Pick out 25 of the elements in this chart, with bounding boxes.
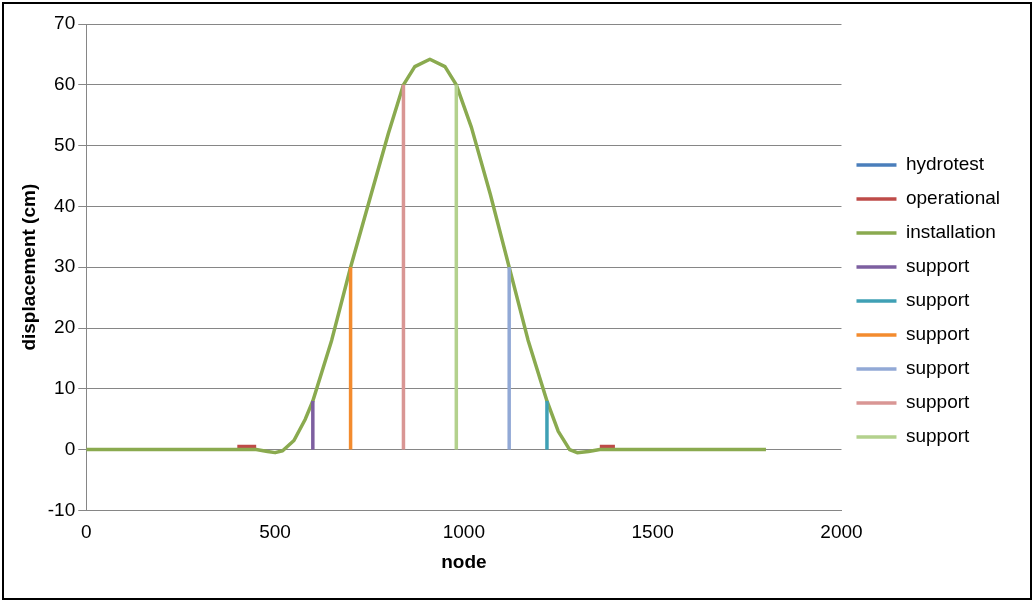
legend-label: operational [905,187,1001,209]
y-tick-label: 30 [54,255,76,277]
y-tick-label: 40 [54,194,76,216]
legend-label: support [905,255,971,277]
y-tick-label: 50 [54,133,76,155]
y-tick-label: 20 [54,316,76,338]
x-tick-label: 500 [259,521,291,543]
x-tick-label: 1000 [442,521,486,543]
x-tick-label: 1500 [631,521,674,543]
legend-label: support [905,323,971,345]
x-axis-title: node [441,550,487,572]
legend-label: support [905,391,971,413]
x-tick-label: 0 [80,521,92,543]
y-tick-label: 0 [64,437,76,459]
y-axis-title: displacement (cm) [17,183,39,351]
y-tick-label: 70 [54,12,76,34]
y-tick-label: -10 [47,498,76,520]
y-tick-label: 60 [54,73,76,95]
legend-label: installation [905,221,996,243]
legend-label: support [905,289,971,311]
legend-label: support [905,357,971,379]
legend-label: hydrotest [905,153,985,175]
y-tick-label: 10 [54,377,76,399]
x-tick-label: 2000 [820,521,863,543]
legend-label: support [905,425,971,447]
